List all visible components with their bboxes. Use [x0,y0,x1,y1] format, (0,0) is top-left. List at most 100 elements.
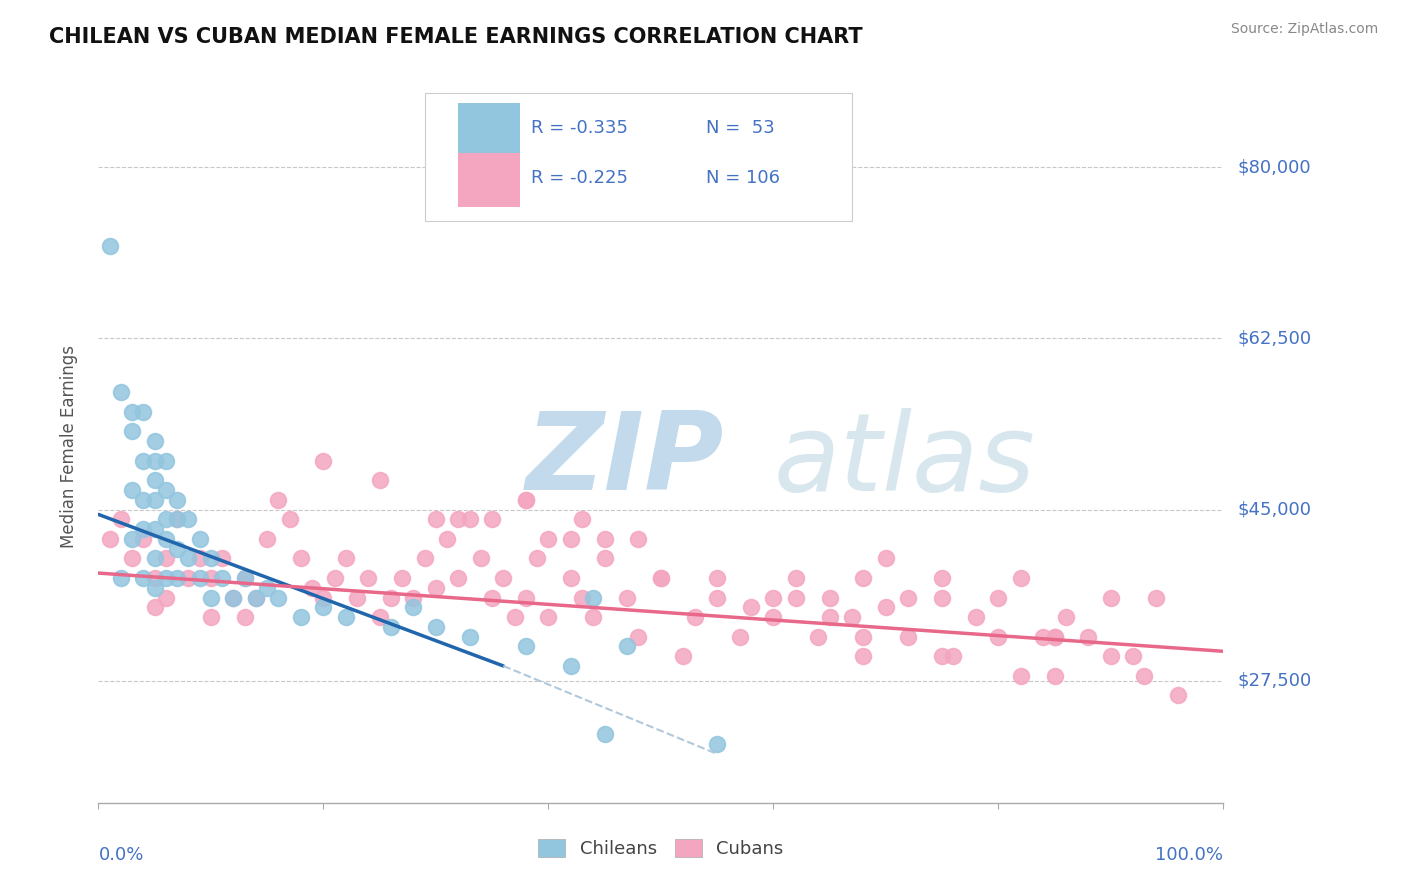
Point [931,571,953,585]
Point [177,512,200,526]
Point [177,551,200,566]
Point [166,492,188,507]
Point [256,581,278,595]
Point [132,405,155,419]
Point [425,620,447,634]
Point [98,532,121,546]
Point [762,591,785,605]
Point [110,512,132,526]
Point [335,610,357,624]
Point [818,591,841,605]
Point [357,571,380,585]
Point [582,591,605,605]
Point [515,492,537,507]
Point [762,610,785,624]
Point [1122,649,1144,664]
Point [785,571,807,585]
Point [155,483,177,497]
Point [380,591,402,605]
Point [897,591,920,605]
Point [121,532,143,546]
Text: $62,500: $62,500 [1237,329,1312,348]
Point [110,385,132,400]
Point [875,551,897,566]
Point [143,473,166,487]
Point [987,630,1010,644]
Point [143,551,166,566]
Text: 100.0%: 100.0% [1156,846,1223,863]
Point [627,532,650,546]
Text: $27,500: $27,500 [1237,672,1312,690]
Point [571,512,593,526]
Point [301,581,323,595]
Point [526,551,548,566]
Point [143,453,166,467]
Point [335,551,357,566]
Point [346,591,368,605]
Point [740,600,762,615]
Point [312,453,335,467]
Point [593,532,616,546]
Point [121,405,143,419]
Text: atlas: atlas [773,408,1035,513]
FancyBboxPatch shape [458,153,520,207]
Point [155,551,177,566]
Point [155,591,177,605]
Point [267,492,290,507]
Point [267,591,290,605]
Point [121,483,143,497]
Point [650,571,672,585]
Point [1099,591,1122,605]
Point [1032,630,1054,644]
Point [481,591,503,605]
Point [1010,669,1032,683]
Point [931,649,953,664]
Point [706,591,728,605]
Point [402,600,425,615]
Point [706,737,728,751]
Point [515,640,537,654]
Point [515,492,537,507]
Point [380,620,402,634]
Point [402,591,425,605]
Point [143,522,166,536]
Point [166,541,188,556]
Point [177,571,200,585]
Point [132,522,155,536]
Point [155,532,177,546]
Point [537,532,560,546]
Text: 0.0%: 0.0% [98,846,143,863]
Point [132,571,155,585]
Point [965,610,987,624]
Text: Source: ZipAtlas.com: Source: ZipAtlas.com [1230,22,1378,37]
Legend: Chileans, Cubans: Chileans, Cubans [531,831,790,865]
Point [200,610,222,624]
Point [897,630,920,644]
Point [143,581,166,595]
Point [155,512,177,526]
Point [728,630,751,644]
Point [1099,649,1122,664]
Point [323,571,346,585]
Point [166,512,188,526]
Point [222,591,245,605]
Point [278,512,301,526]
Point [121,425,143,439]
Point [458,512,481,526]
Point [425,581,447,595]
Point [312,600,335,615]
Point [155,453,177,467]
Point [425,512,447,526]
Point [143,600,166,615]
Point [110,571,132,585]
Point [312,591,335,605]
Point [515,591,537,605]
Text: $80,000: $80,000 [1237,159,1310,177]
Text: $45,000: $45,000 [1237,500,1312,518]
Point [132,532,155,546]
Text: N = 106: N = 106 [706,169,780,187]
Point [616,640,638,654]
Point [818,610,841,624]
Point [1144,591,1167,605]
Point [233,571,256,585]
